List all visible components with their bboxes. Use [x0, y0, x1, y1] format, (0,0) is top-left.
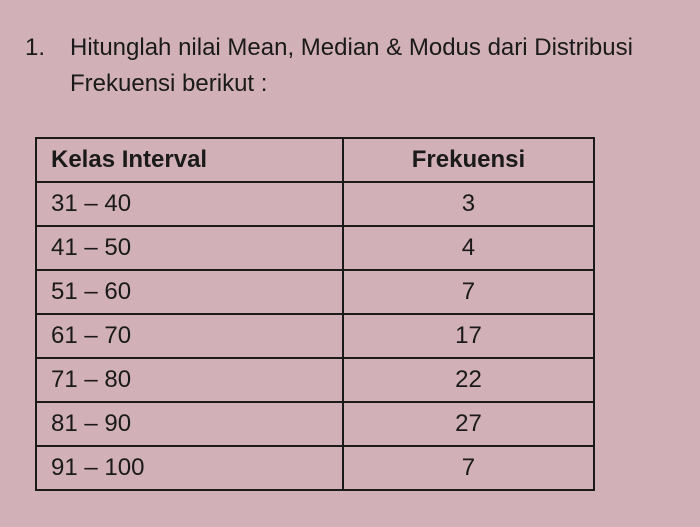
cell-interval: 51 – 60 — [36, 270, 343, 314]
cell-frequency: 3 — [343, 182, 594, 226]
cell-frequency: 4 — [343, 226, 594, 270]
table-header-row: Kelas Interval Frekuensi — [36, 138, 594, 182]
col-header-interval: Kelas Interval — [36, 138, 343, 182]
cell-interval: 41 – 50 — [36, 226, 343, 270]
question-number: 1. — [20, 30, 70, 102]
cell-frequency: 7 — [343, 270, 594, 314]
table-row: 61 – 70 17 — [36, 314, 594, 358]
cell-frequency: 22 — [343, 358, 594, 402]
cell-frequency: 7 — [343, 446, 594, 490]
cell-frequency: 17 — [343, 314, 594, 358]
page-root: 1. Hitunglah nilai Mean, Median & Modus … — [0, 0, 700, 511]
table-row: 71 – 80 22 — [36, 358, 594, 402]
table-row: 91 – 100 7 — [36, 446, 594, 490]
cell-interval: 61 – 70 — [36, 314, 343, 358]
frequency-table: Kelas Interval Frekuensi 31 – 40 3 41 – … — [35, 137, 595, 491]
table-row: 51 – 60 7 — [36, 270, 594, 314]
cell-interval: 91 – 100 — [36, 446, 343, 490]
cell-frequency: 27 — [343, 402, 594, 446]
cell-interval: 81 – 90 — [36, 402, 343, 446]
table-row: 81 – 90 27 — [36, 402, 594, 446]
table-row: 31 – 40 3 — [36, 182, 594, 226]
cell-interval: 31 – 40 — [36, 182, 343, 226]
cell-interval: 71 – 80 — [36, 358, 343, 402]
question-text: Hitunglah nilai Mean, Median & Modus dar… — [70, 30, 680, 102]
col-header-frequency: Frekuensi — [343, 138, 594, 182]
table-row: 41 – 50 4 — [36, 226, 594, 270]
question-block: 1. Hitunglah nilai Mean, Median & Modus … — [20, 30, 680, 102]
